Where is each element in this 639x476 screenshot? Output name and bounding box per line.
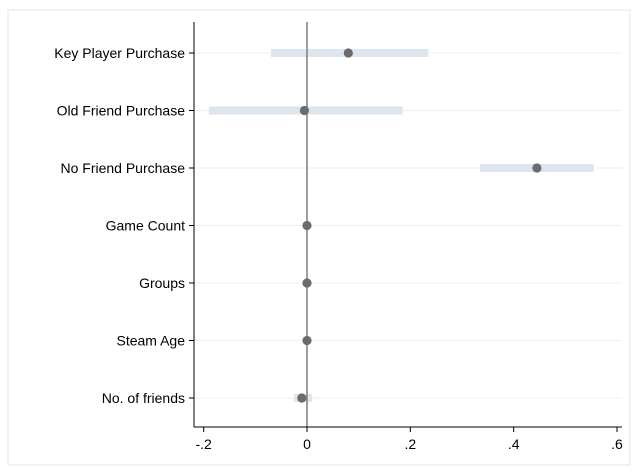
x-tick-label: .4: [508, 436, 520, 452]
gridlines: [194, 52, 622, 399]
y-tick-label: Game Count: [106, 218, 185, 234]
estimate-point: [532, 163, 542, 173]
y-tick-label: Steam Age: [117, 333, 186, 349]
estimate-point: [302, 335, 312, 346]
estimate-point: [343, 48, 353, 58]
y-tick-label: No. of friends: [102, 390, 185, 406]
y-tick-label: Old Friend Purchase: [57, 103, 186, 119]
estimate-point: [299, 105, 310, 116]
y-tick-label: Groups: [139, 275, 185, 291]
chart-frame: [7, 9, 631, 466]
axes: [189, 22, 622, 432]
estimate-point: [302, 278, 312, 288]
labels: Key Player Purchase Old Friend Purchase No…: [54, 45, 623, 452]
x-tick-label: .2: [404, 436, 416, 452]
estimate-points: [297, 48, 542, 403]
x-tick-label: .6: [611, 436, 623, 452]
outer-frame: [7, 9, 631, 466]
y-tick-label: Key Player Purchase: [54, 45, 185, 61]
x-tick-label: 0: [303, 436, 311, 452]
estimate-point: [297, 393, 307, 403]
y-tick-label: No Friend Purchase: [60, 160, 185, 176]
x-tick-label: -.2: [195, 436, 212, 452]
estimate-point: [302, 220, 312, 231]
